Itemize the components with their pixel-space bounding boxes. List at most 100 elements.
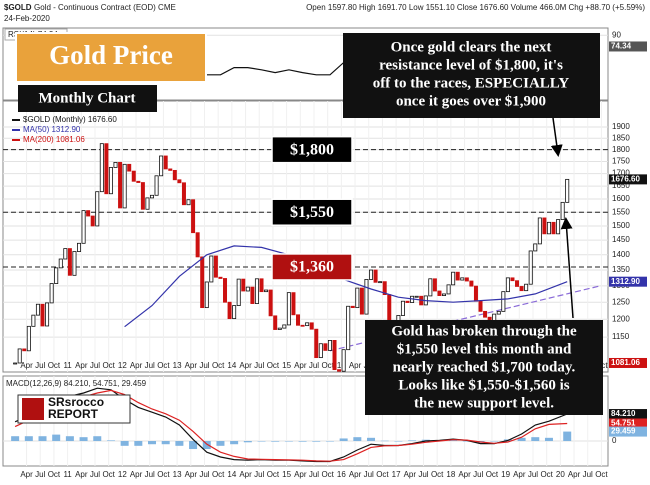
candle xyxy=(204,281,209,309)
candle xyxy=(104,143,109,195)
x-tick-label: Oct xyxy=(157,361,170,370)
candle xyxy=(168,168,173,171)
legend-label: MACD(12,26,9) 84.210, 54.751, 29.459 xyxy=(6,379,147,388)
logo-icon xyxy=(22,398,44,420)
note-line: Looks like $1,550-$1,560 is xyxy=(398,377,569,393)
candle xyxy=(154,175,159,196)
candle xyxy=(254,278,259,304)
candle xyxy=(277,327,282,330)
logo-text: REPORT xyxy=(48,407,99,421)
histogram-bar xyxy=(367,437,376,442)
note-line: Once gold clears the next xyxy=(391,39,552,55)
candle xyxy=(99,143,104,193)
x-tick-label: 11 xyxy=(63,361,72,370)
histogram-bar xyxy=(257,441,266,442)
x-tick-label: Jul xyxy=(90,470,100,479)
symbol: $GOLD xyxy=(4,3,32,12)
candle xyxy=(332,340,337,371)
candle xyxy=(537,217,542,245)
candle xyxy=(136,180,141,183)
x-tick-label: 12 xyxy=(118,470,127,479)
candle xyxy=(291,292,296,316)
y-marker-label: 74.34 xyxy=(611,42,632,51)
histogram-bar xyxy=(490,441,499,442)
candle xyxy=(350,305,355,309)
x-tick-label: 15 xyxy=(282,470,291,479)
candle xyxy=(300,324,305,327)
y-tick-label: 1250 xyxy=(612,297,630,306)
y-marker-label: 1676.60 xyxy=(611,174,640,183)
candle xyxy=(31,314,36,327)
candle xyxy=(90,215,95,227)
candle xyxy=(327,340,332,351)
candle xyxy=(515,280,520,287)
y-tick-label: 1800 xyxy=(612,145,630,154)
y-tick-label: 1900 xyxy=(612,122,630,131)
y-marker-label: 84.210 xyxy=(611,409,636,418)
x-tick-label: Jul xyxy=(583,470,593,479)
level-label: $1,800 xyxy=(290,141,334,158)
candle xyxy=(556,219,561,235)
y-tick-label: 1850 xyxy=(612,133,630,142)
candle xyxy=(505,277,510,293)
candle xyxy=(510,277,515,282)
x-tick-label: Apr xyxy=(185,470,198,479)
candle xyxy=(218,276,223,279)
histogram-bar xyxy=(52,434,61,442)
histogram-bar xyxy=(325,441,334,442)
level-box xyxy=(271,253,353,281)
title-box xyxy=(15,32,207,83)
candle xyxy=(478,300,483,312)
x-tick-label: Apr xyxy=(185,361,198,370)
histogram-bar xyxy=(65,436,74,442)
date: 24-Feb-2020 xyxy=(4,14,50,23)
level-label: $1,550 xyxy=(290,204,334,221)
x-tick-label: Oct xyxy=(321,470,334,479)
x-tick-label: 17 xyxy=(392,470,401,479)
candle xyxy=(223,278,228,303)
candle xyxy=(542,217,547,235)
candle xyxy=(213,255,218,278)
histogram-bar xyxy=(353,437,362,442)
histogram-bar xyxy=(120,441,129,446)
candle xyxy=(318,343,323,359)
histogram-bar xyxy=(189,441,198,450)
candle xyxy=(273,315,278,330)
candle xyxy=(501,291,506,312)
title: Gold Price xyxy=(49,40,173,70)
candle xyxy=(163,155,168,170)
note-line: nearly reached $1,700 today. xyxy=(393,359,576,375)
candle xyxy=(428,278,433,297)
histogram-bar xyxy=(11,436,20,442)
quote: Open 1597.80 High 1691.70 Low 1551.10 Cl… xyxy=(306,3,645,12)
candle xyxy=(72,251,77,276)
level-label: $1,360 xyxy=(290,259,334,276)
candle xyxy=(122,163,127,209)
candle xyxy=(131,170,136,182)
candle xyxy=(359,287,364,315)
candle xyxy=(127,163,132,172)
candle xyxy=(346,305,351,351)
candle xyxy=(546,221,551,235)
x-tick-label: Jul xyxy=(254,470,264,479)
x-tick-label: 19 xyxy=(501,470,510,479)
candle xyxy=(250,286,255,304)
x-tick-label: Jul xyxy=(199,470,209,479)
x-tick-label: Apr xyxy=(239,361,252,370)
candle xyxy=(464,277,469,282)
candle xyxy=(286,292,291,326)
candle xyxy=(364,279,369,315)
subtitle: Monthly Chart xyxy=(38,90,135,106)
legend-label: MA(50) 1312.90 xyxy=(23,125,81,134)
histogram-bar xyxy=(271,441,280,442)
y-tick-label: 1350 xyxy=(612,265,630,274)
level-box xyxy=(271,135,353,164)
x-tick-label: Jul xyxy=(199,361,209,370)
candle xyxy=(442,293,447,296)
candle xyxy=(22,348,27,352)
histogram-bar xyxy=(298,441,307,442)
candle xyxy=(245,286,250,292)
x-tick-label: 14 xyxy=(227,361,236,370)
candle xyxy=(191,199,196,234)
x-tick-label: Apr xyxy=(130,470,143,479)
